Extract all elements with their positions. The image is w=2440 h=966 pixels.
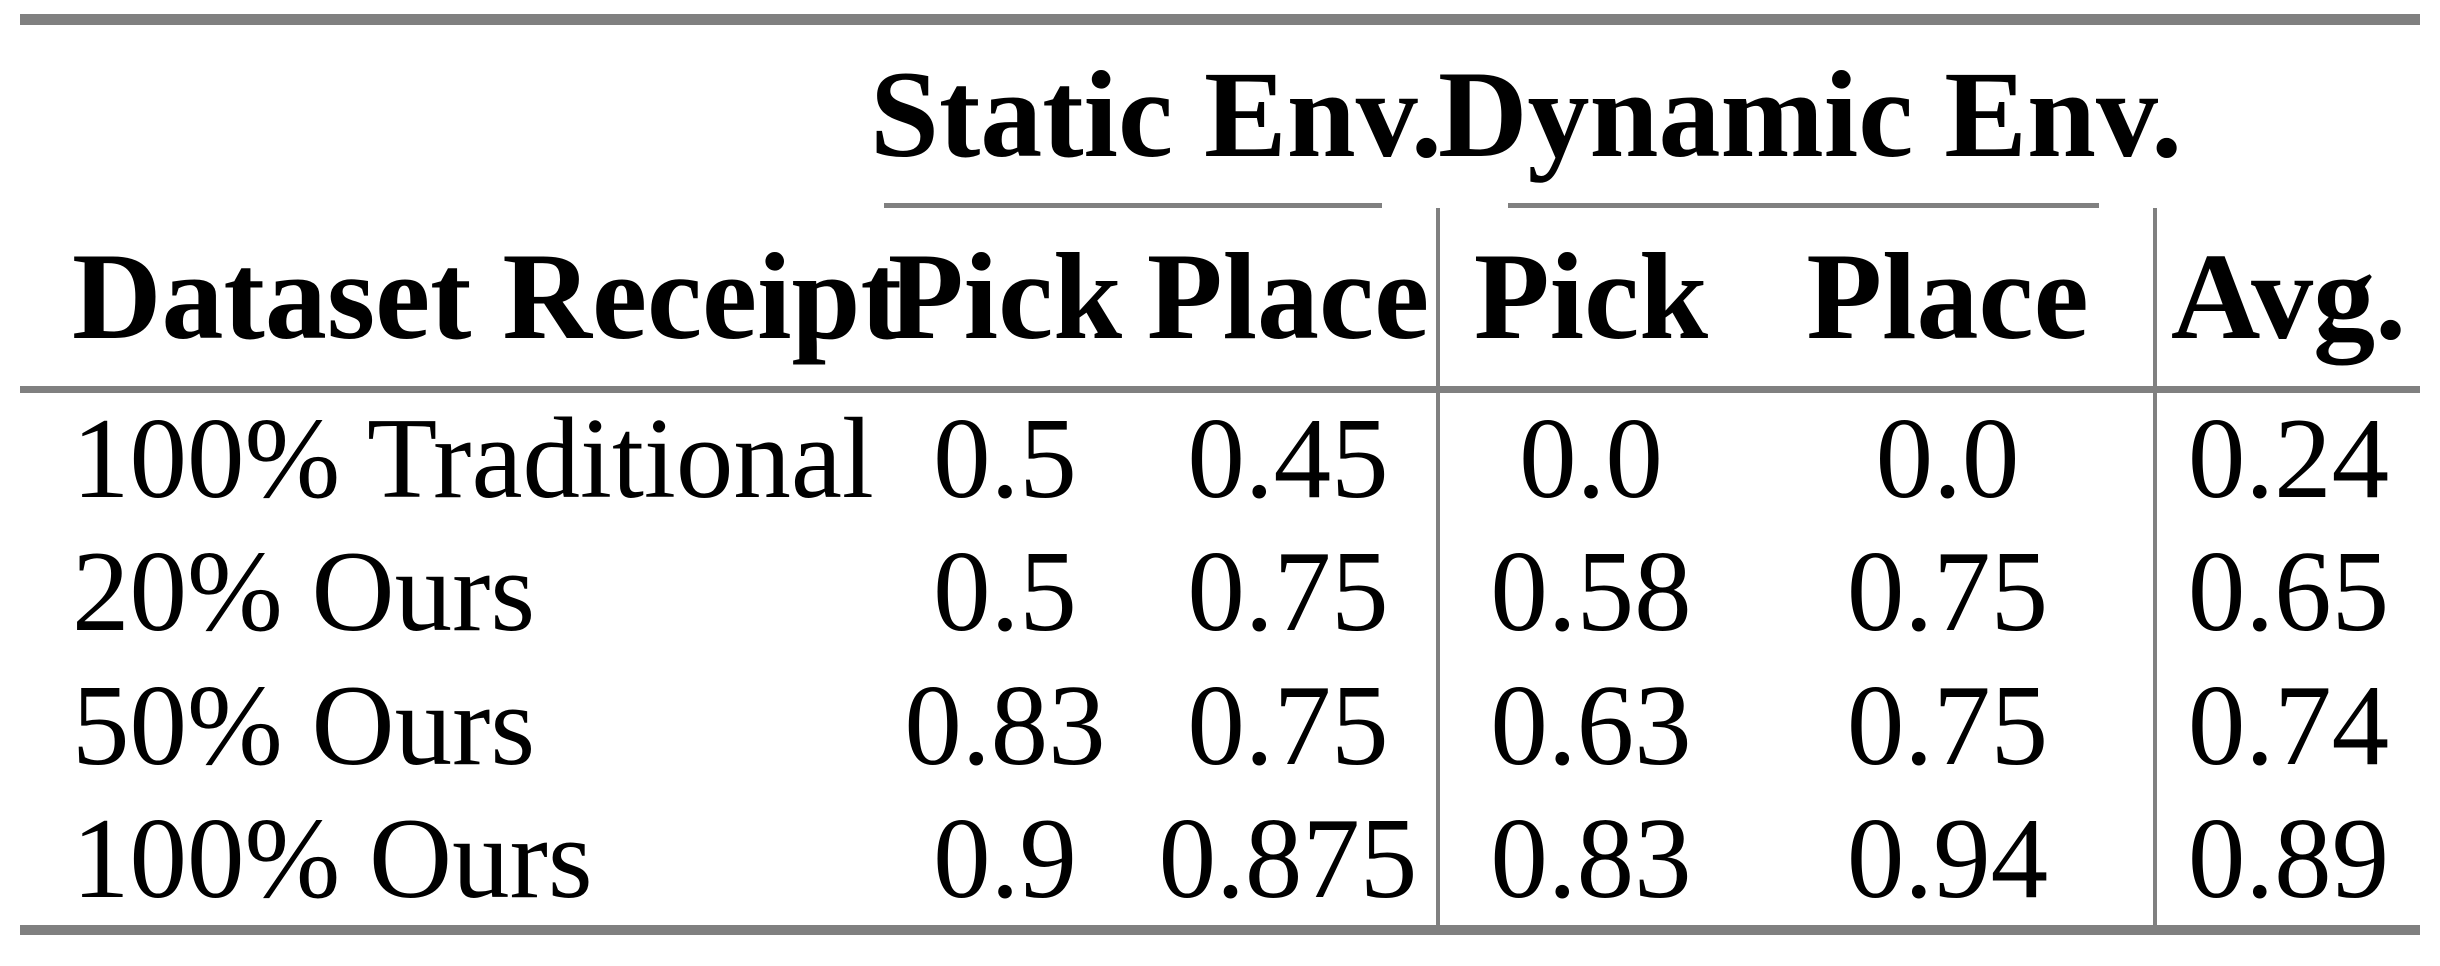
- table-row-100-ours: 100% Ours 0.9 0.875 0.83 0.94 0.89: [20, 793, 2420, 930]
- header-avg: Avg.: [2153, 207, 2420, 393]
- cell-static-place: 0.75: [1187, 528, 1389, 655]
- cell-dynamic-pick: 0.0: [1436, 389, 1742, 525]
- cell-avg: 0.65: [2153, 525, 2420, 659]
- col-group-dynamic-env: Dynamic Env.: [1438, 20, 2183, 208]
- row-label: 100% Traditional: [72, 395, 874, 522]
- header-dynamic-pick: Pick: [1436, 207, 1742, 393]
- header-static-pick: Pick: [870, 207, 1140, 393]
- row-label: 100% Ours: [72, 795, 593, 922]
- table-row-50-ours: 50% Ours 0.83 0.75 0.63 0.75 0.74: [20, 659, 2420, 793]
- cell-avg: 0.24: [2153, 389, 2420, 525]
- cell-dynamic-pick: 0.63: [1436, 659, 1742, 793]
- cell-static-pick: 0.5: [933, 528, 1077, 655]
- group-row-empty-cell-avg: [2155, 20, 2420, 208]
- cell-static-place: 0.45: [1187, 395, 1389, 522]
- header-dynamic-place: Place: [1742, 207, 2155, 393]
- cell-avg: 0.89: [2153, 793, 2420, 930]
- table-row-100-traditional: 100% Traditional 0.5 0.45 0.0 0.0 0.24: [20, 389, 2420, 525]
- dynamic-env-group-label: Dynamic Env.: [1438, 45, 2183, 183]
- dynamic-env-underline: [1508, 202, 2099, 208]
- cell-dynamic-place: 0.94: [1846, 795, 2049, 922]
- cell-dynamic-pick: 0.58: [1436, 525, 1742, 659]
- static-env-group-label: Static Env.: [870, 45, 1442, 183]
- group-row-empty-cell: [20, 20, 870, 208]
- column-header-row: Dataset Receipt Pick Place Pick Place Av…: [20, 207, 2420, 393]
- cell-static-place: 0.75: [1187, 662, 1389, 789]
- cell-dynamic-place: 0.0: [1875, 395, 2020, 522]
- cell-static-pick: 0.83: [904, 662, 1106, 789]
- static-env-underline: [884, 202, 1382, 208]
- column-group-row: Static Env. Dynamic Env.: [20, 20, 2420, 208]
- cell-static-place: 0.875: [1158, 795, 1418, 922]
- header-static-place: Place: [1140, 207, 1438, 393]
- results-table: Static Env. Dynamic Env. Dataset Receipt…: [20, 14, 2420, 935]
- col-group-static-env: Static Env.: [870, 20, 1442, 208]
- cell-dynamic-pick: 0.83: [1436, 793, 1742, 930]
- row-label: 50% Ours: [72, 662, 536, 789]
- cell-dynamic-place: 0.75: [1846, 528, 2049, 655]
- cell-dynamic-place: 0.75: [1846, 662, 2049, 789]
- cell-avg: 0.74: [2153, 659, 2420, 793]
- cell-static-pick: 0.9: [933, 795, 1077, 922]
- table-row-20-ours: 20% Ours 0.5 0.75 0.58 0.75 0.65: [20, 525, 2420, 659]
- cell-static-pick: 0.5: [933, 395, 1077, 522]
- header-dataset-receipt: Dataset Receipt: [20, 207, 902, 393]
- row-label: 20% Ours: [72, 528, 536, 655]
